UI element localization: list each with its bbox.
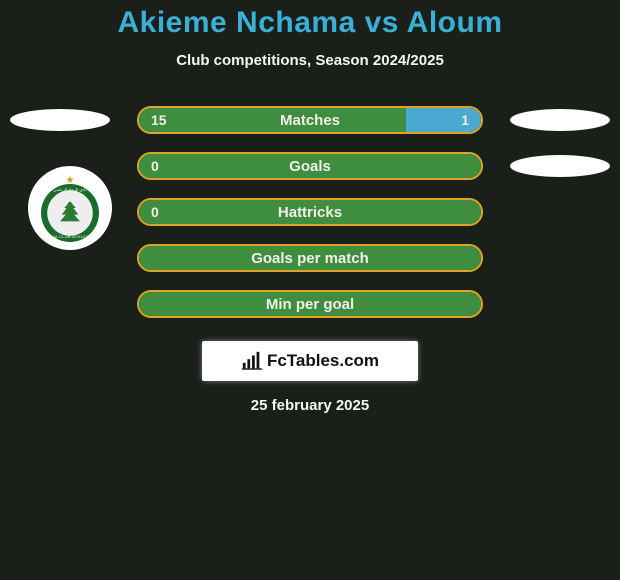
- branding-badge: FcTables.com: [202, 341, 418, 381]
- stat-bar: Goals per match: [137, 244, 483, 272]
- eagle-icon: [53, 198, 87, 228]
- stat-bar: Min per goal: [137, 290, 483, 318]
- stat-label: Goals per match: [139, 250, 481, 267]
- stat-bar: 0Hattricks: [137, 198, 483, 226]
- stat-bar: 15Matches1: [137, 106, 483, 134]
- stat-row: Min per goal: [0, 281, 620, 327]
- stat-label: Matches: [139, 112, 481, 129]
- stat-label: Min per goal: [139, 296, 481, 313]
- player-badge-right: [510, 109, 610, 131]
- page-title: Akieme Nchama vs Aloum: [0, 6, 620, 40]
- branding-text: FcTables.com: [267, 351, 379, 371]
- stat-row: 15Matches1: [0, 97, 620, 143]
- bar-chart-icon: [241, 350, 263, 372]
- date-label: 25 february 2025: [0, 397, 620, 414]
- player-badge-right: [510, 155, 610, 177]
- stat-label: Hattricks: [139, 204, 481, 221]
- club-ring-text-bottom: RAJA CLUB ATHLETIC: [46, 234, 93, 239]
- player-badge-left: [10, 109, 110, 131]
- subtitle: Club competitions, Season 2024/2025: [0, 52, 620, 69]
- stat-value-right: 1: [461, 112, 469, 128]
- stat-label: Goals: [139, 158, 481, 175]
- stat-bar: 0Goals: [137, 152, 483, 180]
- club-ring-text-top: نادي الرجاء الرياضي: [53, 187, 86, 192]
- left-club-logo: ★ نادي الرجاء الرياضي RAJA CLUB ATHLETIC: [28, 166, 112, 250]
